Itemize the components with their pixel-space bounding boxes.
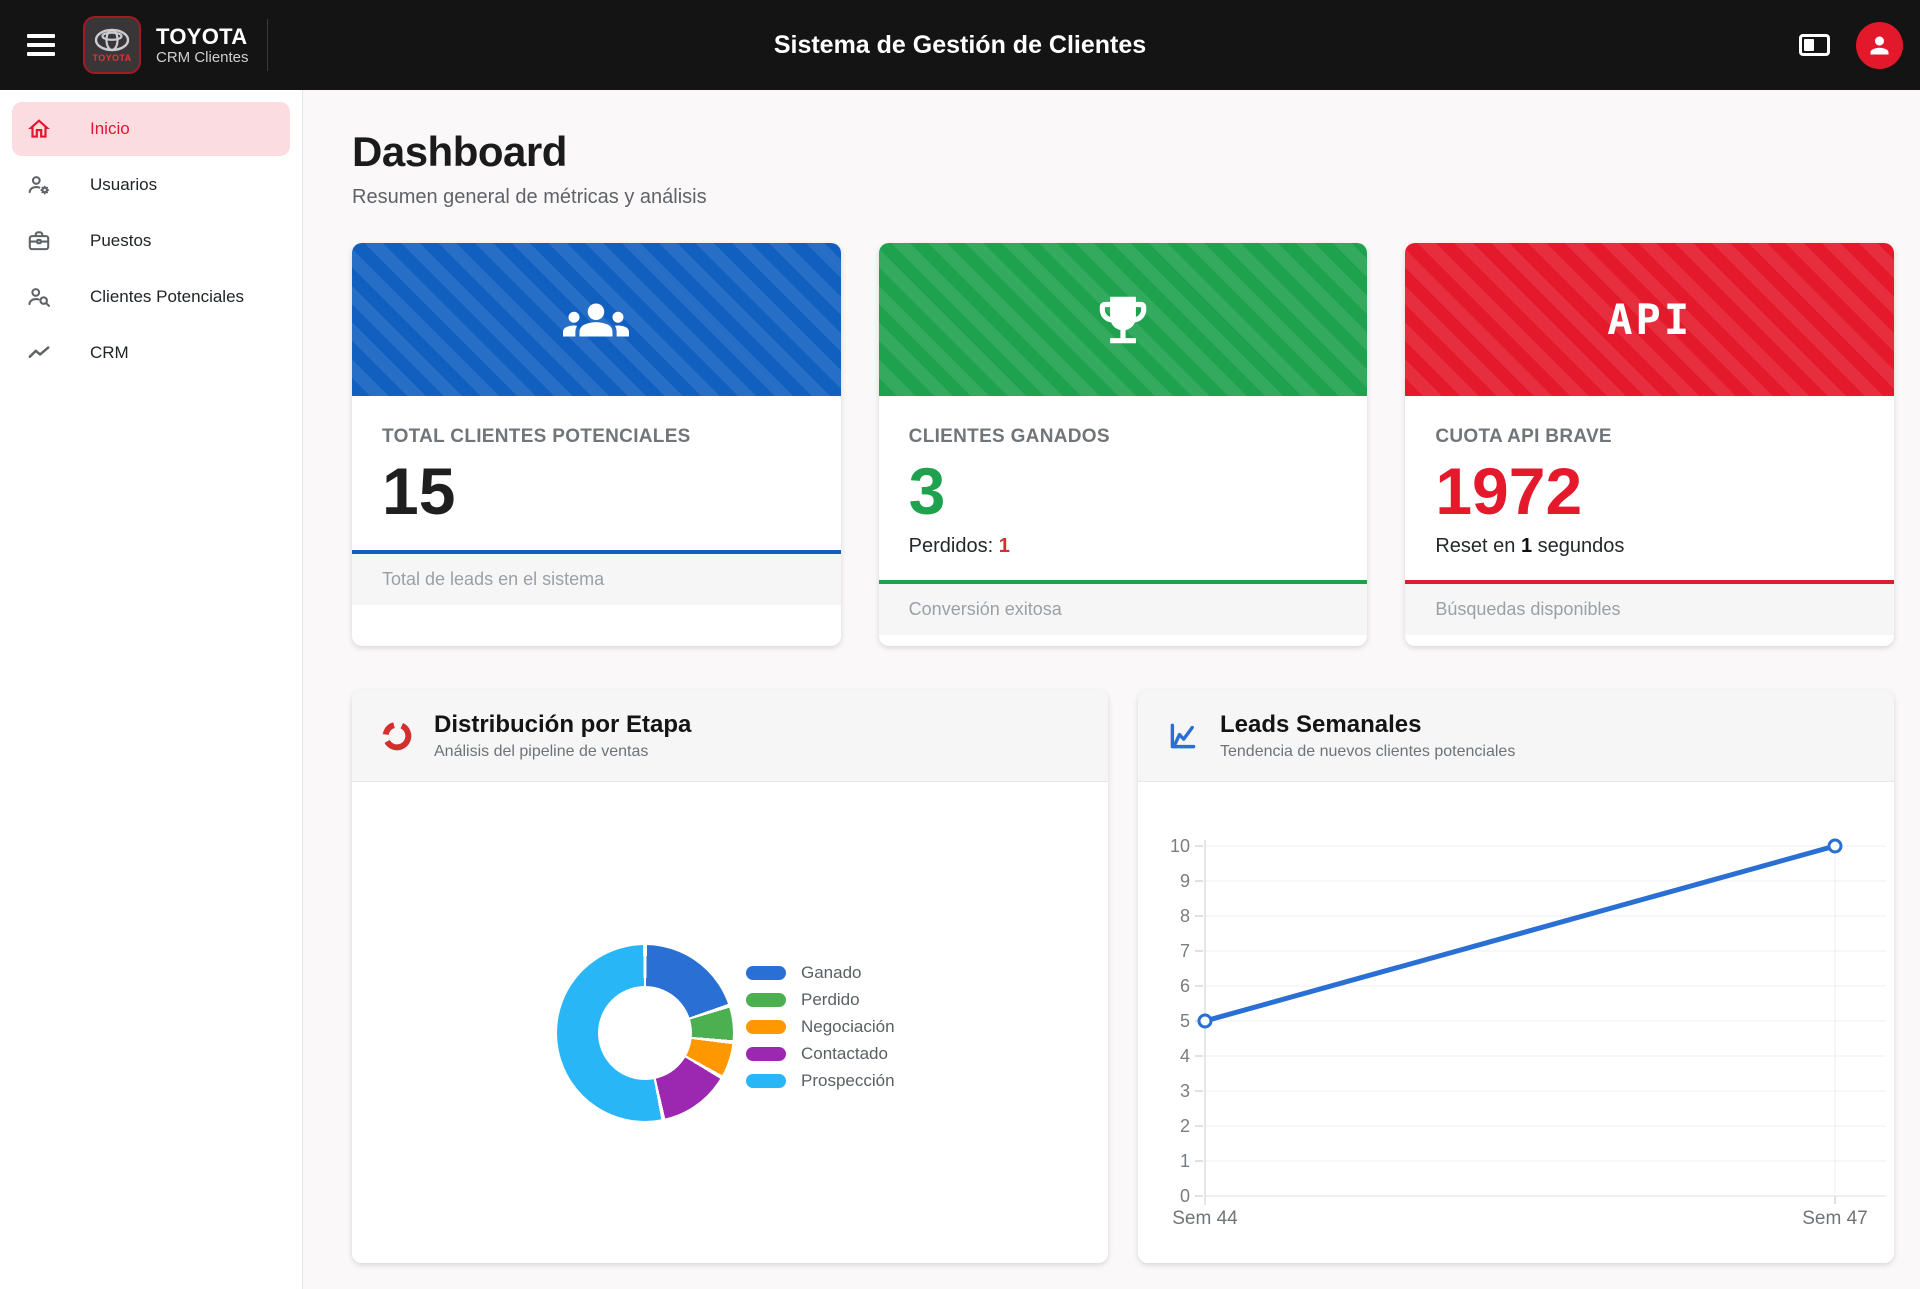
legend-item: Ganado [746, 963, 895, 982]
legend-item: Contactado [746, 1044, 895, 1063]
donut-legend: Ganado Perdido Negociación Contactado Pr… [746, 963, 895, 1090]
panel-toggle-icon[interactable] [1799, 34, 1830, 56]
user-gear-icon [26, 172, 52, 198]
stat-body: TOTAL CLIENTES POTENCIALES 15 [352, 396, 841, 550]
chart-header: Leads Semanales Tendencia de nuevos clie… [1138, 690, 1894, 782]
donut-chart [557, 945, 733, 1121]
sidebar-item-puestos[interactable]: Puestos [12, 214, 290, 268]
chart-subtitle: Análisis del pipeline de ventas [434, 742, 649, 760]
sidebar-item-crm[interactable]: CRM [12, 326, 290, 380]
svg-text:0: 0 [1180, 1186, 1190, 1206]
svg-text:7: 7 [1180, 941, 1190, 961]
chart-subtitle: Tendencia de nuevos clientes potenciales [1220, 742, 1516, 760]
svg-text:2: 2 [1180, 1116, 1190, 1136]
hamburger-icon[interactable] [27, 32, 61, 58]
perdidos-count: 1 [998, 534, 1010, 557]
brand-block: TOYOTA CRM Clientes [156, 24, 249, 67]
legend-swatch-ganado [746, 965, 786, 980]
stat-label: CUOTA API BRAVE [1435, 426, 1612, 447]
stat-subtext: Perdidos: 1 [908, 534, 1010, 557]
stats-row: TOTAL CLIENTES POTENCIALES 15 Total de l… [352, 243, 1895, 646]
svg-text:4: 4 [1180, 1046, 1190, 1066]
svg-text:Sem 44: Sem 44 [1172, 1208, 1238, 1229]
topbar-divider [266, 19, 268, 71]
stat-card-total-clientes: TOTAL CLIENTES POTENCIALES 15 Total de l… [352, 243, 841, 646]
sidebar-item-usuarios[interactable]: Usuarios [12, 158, 290, 212]
svg-text:9: 9 [1180, 871, 1190, 891]
sidebar-item-inicio[interactable]: Inicio [12, 102, 290, 156]
stat-label: TOTAL CLIENTES POTENCIALES [382, 426, 691, 447]
sidebar-item-label: Puestos [90, 231, 152, 250]
stat-band-blue [352, 243, 841, 396]
donut-chart-icon [382, 721, 412, 750]
main-content: Dashboard Resumen general de métricas y … [304, 90, 1920, 1289]
app-title: Sistema de Gestión de Clientes [773, 30, 1147, 59]
topbar-actions [1799, 21, 1903, 69]
brand-name: TOYOTA [156, 23, 248, 49]
legend-item: Negociación [746, 1017, 895, 1036]
toyota-emblem-icon [94, 28, 130, 51]
stat-value: 1972 [1435, 454, 1583, 528]
svg-text:1: 1 [1180, 1151, 1190, 1171]
sidebar: Inicio Usuarios [0, 90, 303, 1289]
stat-card-cuota-api: API CUOTA API BRAVE 1972 Reset en 1 segu… [1405, 243, 1895, 646]
legend-swatch-negociacion [746, 1019, 786, 1034]
api-text: API [1607, 295, 1693, 344]
svg-text:8: 8 [1180, 906, 1190, 926]
logo-text: TOYOTA [92, 52, 132, 63]
stat-label: CLIENTES GANADOS [908, 426, 1110, 447]
legend-swatch-contactado [746, 1046, 786, 1061]
donut-chart-card: Distribución por Etapa Análisis del pipe… [352, 690, 1108, 1263]
stat-footer: Total de leads en el sistema [352, 549, 841, 605]
line-chart-card: Leads Semanales Tendencia de nuevos clie… [1138, 690, 1894, 1263]
stat-value: 3 [908, 454, 946, 528]
svg-text:3: 3 [1180, 1081, 1190, 1101]
stat-band-red: API [1405, 243, 1895, 396]
stat-footer: Búsquedas disponibles [1405, 579, 1895, 635]
home-icon [26, 116, 52, 142]
page-subtitle: Resumen general de métricas y análisis [352, 186, 707, 208]
briefcase-icon [26, 228, 52, 254]
line-chart-icon [1170, 723, 1196, 748]
svg-text:10: 10 [1170, 836, 1190, 856]
svg-text:6: 6 [1180, 976, 1190, 996]
sidebar-item-clientes-potenciales[interactable]: Clientes Potenciales [12, 270, 290, 324]
stat-card-clientes-ganados: CLIENTES GANADOS 3 Perdidos: 1 Conversió… [878, 243, 1368, 646]
stat-body: CUOTA API BRAVE 1972 Reset en 1 segundos [1405, 396, 1894, 580]
chart-header: Distribución por Etapa Análisis del pipe… [352, 690, 1108, 782]
page-title: Dashboard [352, 128, 567, 175]
toyota-logo: TOYOTA [83, 16, 141, 74]
user-search-icon [26, 284, 52, 310]
trend-line-icon [26, 340, 52, 366]
topbar: TOYOTA TOYOTA CRM Clientes Sistema de Ge… [0, 0, 1920, 90]
legend-item: Perdido [746, 990, 895, 1009]
legend-swatch-perdido [746, 992, 786, 1007]
user-avatar-button[interactable] [1856, 21, 1903, 69]
trophy-icon [1099, 296, 1147, 343]
charts-row: Distribución por Etapa Análisis del pipe… [352, 690, 1894, 1263]
stat-value: 15 [382, 454, 456, 528]
brand-subtitle: CRM Clientes [156, 49, 249, 67]
people-group-icon [563, 303, 630, 336]
stat-body: CLIENTES GANADOS 3 Perdidos: 1 [879, 396, 1368, 580]
sidebar-item-label: Inicio [90, 119, 130, 138]
legend-swatch-prospeccion [746, 1073, 786, 1088]
svg-text:5: 5 [1180, 1011, 1190, 1031]
stat-footer: Conversión exitosa [878, 579, 1368, 635]
chart-title: Leads Semanales [1220, 710, 1422, 738]
chart-title: Distribución por Etapa [434, 710, 692, 738]
sidebar-item-label: CRM [90, 343, 129, 362]
sidebar-item-label: Clientes Potenciales [90, 287, 245, 306]
line-chart-body: 0 1 2 3 4 5 6 7 8 9 10 Sem 44 Sem 47 [1138, 782, 1894, 1263]
person-icon [1870, 36, 1889, 54]
reset-seconds: 1 [1520, 534, 1533, 557]
legend-item: Prospección [746, 1071, 895, 1090]
sidebar-item-label: Usuarios [90, 175, 158, 194]
stat-subtext: Reset en 1 segundos [1435, 534, 1625, 557]
donut-chart-body: Ganado Perdido Negociación Contactado Pr… [352, 782, 1108, 1263]
stat-band-green [878, 243, 1368, 396]
line-chart-svg: 0 1 2 3 4 5 6 7 8 9 10 Sem 44 Sem 47 [1170, 836, 1886, 1229]
svg-text:Sem 47: Sem 47 [1802, 1208, 1867, 1229]
